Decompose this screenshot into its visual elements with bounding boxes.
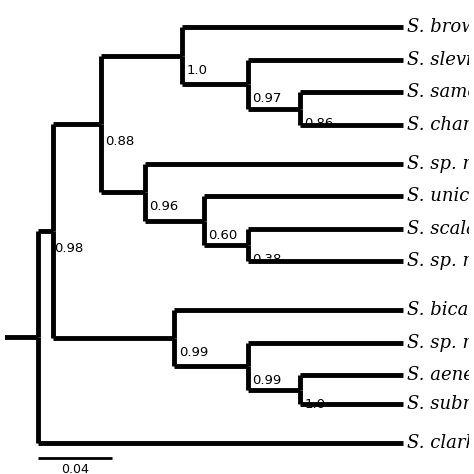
Text: 0.86: 0.86	[304, 117, 333, 130]
Text: 0.98: 0.98	[55, 243, 84, 255]
Text: S. samco: S. samco	[407, 83, 474, 101]
Text: S. clarkii: S. clarkii	[407, 434, 474, 452]
Text: S. sp. nov1: S. sp. nov1	[407, 155, 474, 173]
Text: S. bicanaliculata: S. bicanaliculata	[407, 301, 474, 319]
Text: 0.88: 0.88	[105, 136, 134, 148]
Text: S. browni: S. browni	[407, 18, 474, 36]
Text: 0.97: 0.97	[253, 92, 282, 105]
Text: 1.0: 1.0	[186, 64, 207, 77]
Text: S. sp. nov3: S. sp. nov3	[407, 334, 474, 352]
Text: 1.0: 1.0	[304, 398, 325, 411]
Text: S. slevini: S. slevini	[407, 51, 474, 69]
Text: S. subniger: S. subniger	[407, 395, 474, 413]
Text: S. sp. nov2: S. sp. nov2	[407, 252, 474, 270]
Text: 0.96: 0.96	[149, 201, 179, 213]
Text: S. unicarinata: S. unicarinata	[407, 187, 474, 205]
Text: 0.99: 0.99	[179, 346, 208, 359]
Text: S. scalaris: S. scalaris	[407, 220, 474, 238]
Text: 0.38: 0.38	[253, 253, 282, 266]
Text: 0.99: 0.99	[253, 374, 282, 387]
Text: S. chanei: S. chanei	[407, 116, 474, 134]
Text: 0.60: 0.60	[208, 229, 237, 242]
Text: S. aeneus: S. aeneus	[407, 366, 474, 384]
Text: 0.04: 0.04	[61, 463, 89, 474]
